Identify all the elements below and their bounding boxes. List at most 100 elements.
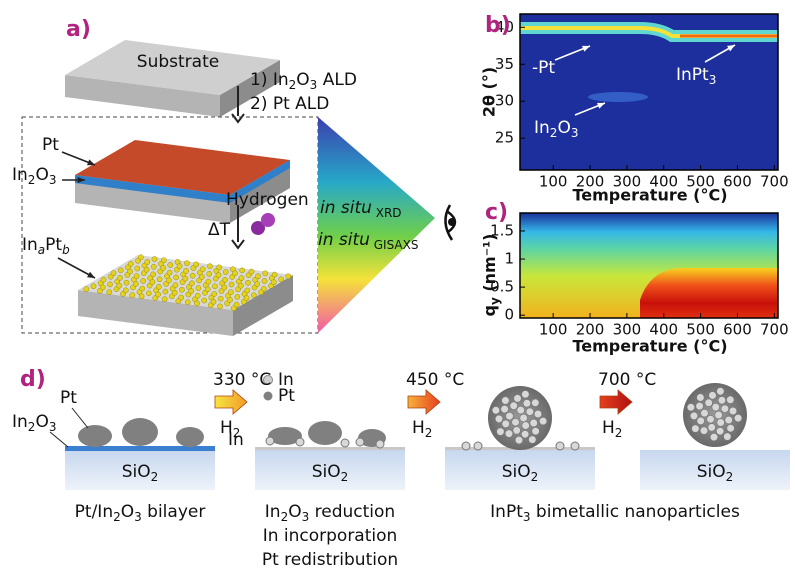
nanoparticle [207,271,212,276]
nanoparticle [179,295,184,300]
nanoparticle [194,262,199,267]
y-tick-label: 1 [504,250,514,268]
nanoparticle [172,290,177,295]
in-atom [522,391,530,399]
nanoparticle [234,302,239,307]
h2-label-part: 2 [425,426,433,440]
caption-part: 3 [302,510,310,524]
in-atom [517,406,525,414]
pt-particle [176,427,204,447]
nanoparticle [124,280,129,285]
gisaxs-label-part: in situ [318,230,370,250]
in-atom [497,428,505,436]
x-tick-label: 100 [539,173,568,191]
nanoparticle [166,278,171,283]
x-tick-label: 700 [760,321,789,339]
h2-label-part: H [602,418,615,438]
in2o3-label-part: In [534,118,550,138]
h2-label-part: H [412,418,425,438]
in2o3-label-part: 2 [28,420,36,434]
in-atom [296,438,304,446]
step-label-part: O [296,70,309,90]
in-atom [502,397,510,405]
in2o3-label-part: 3 [49,420,57,434]
nanoparticle [205,287,210,292]
y-axis-title-part: q [480,305,499,316]
nanoparticle [272,272,277,277]
pt-label: -Pt [532,58,555,78]
process-arrow [408,390,440,414]
nanoparticle [128,261,133,266]
nanoparticle [229,282,234,287]
in-atom [709,392,717,400]
sio2-label-part: 2 [531,470,539,484]
y-axis-title-part: y [488,297,502,305]
nanoparticle [133,281,138,286]
nanoparticle [255,274,260,279]
h2-label: H2 [602,418,622,440]
nanoparticle [145,259,150,264]
in-atom [356,438,364,446]
nanoparticle [168,262,173,267]
in-atom [696,402,704,410]
inpt3-label-part: 3 [709,73,717,87]
x-tick-label: 100 [539,321,568,339]
in-atom [266,437,274,445]
in-atom [462,442,470,450]
in2o3-label-part: O [35,165,48,185]
caption-part: 2 [113,510,121,524]
in-atom [690,412,698,420]
in-atom [526,408,534,416]
nanoparticle [139,294,144,299]
in-atom [515,436,523,444]
nanoparticle [185,300,190,305]
in2o3-label: In2O3 [12,412,56,434]
sio2-label-part: 2 [726,470,734,484]
nanoparticle [211,299,216,304]
nanoparticle [263,271,268,276]
nanoparticle [199,274,204,279]
nanoparticle [167,270,172,275]
nanoparticle [118,268,123,273]
in-atom [721,405,729,413]
nanoparticle [134,274,139,279]
nanoparticle [238,283,243,288]
nanoparticle [144,267,149,272]
nanoparticle [245,280,250,285]
nanoparticle [261,286,266,291]
sio2-label-part: SiO [122,462,151,482]
pt-particle [308,421,342,445]
nanoparticle [138,255,143,260]
in-atom [510,402,518,410]
y-axis-title: 2θ (°) [480,67,499,117]
in-atom [571,442,579,450]
heatmap-c-hot [640,268,778,318]
step-label-part: 2 [289,78,297,92]
nanoparticle [174,275,179,280]
substrate-label: Substrate [137,52,219,72]
nanoparticle [262,278,267,283]
in-atom [501,405,509,413]
nanoparticle [249,269,254,274]
in-atom [705,399,713,407]
nanoparticle [100,285,105,290]
sio2-label-part: SiO [502,462,531,482]
figure: a)Substrate1) In2O3 ALD2) Pt ALDPtIn2O3H… [0,0,795,569]
nanoparticle [152,257,157,262]
pt-label: Pt [60,388,77,408]
in-atom [523,400,531,408]
y-tick-label: 25 [495,129,514,147]
nanoparticle [177,264,182,269]
nanoparticle [184,268,189,273]
h2-atom [261,213,275,227]
nanoparticle [101,277,106,282]
in2o3-label-part: O [557,118,570,138]
caption-part: In [265,502,281,522]
step-label-part: 1) In [250,70,289,90]
nanoparticle [107,282,112,287]
caption: In incorporation [263,526,398,546]
in-atom [474,442,482,450]
in-atom [717,419,725,427]
nanoparticle [156,284,161,289]
caption-part: bilayer [142,502,206,522]
